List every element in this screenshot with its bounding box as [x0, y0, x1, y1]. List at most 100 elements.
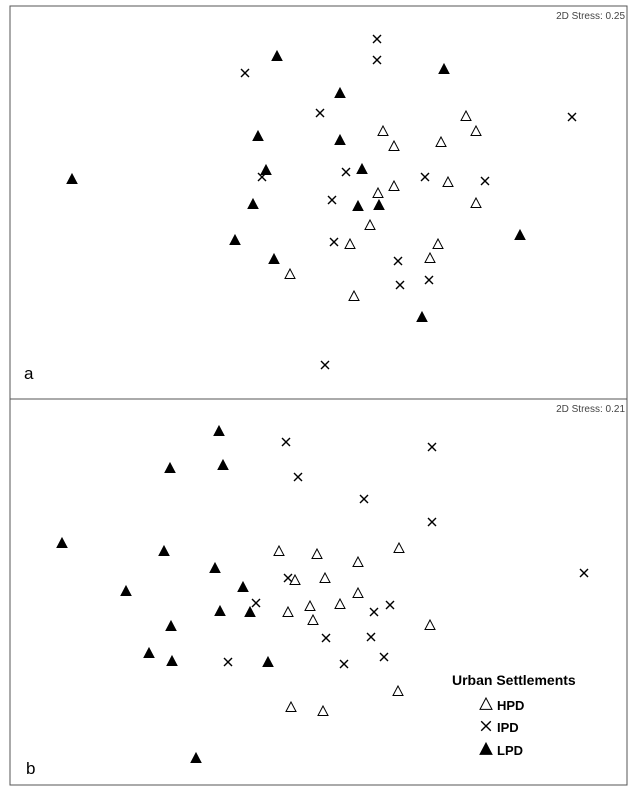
- legend: Urban Settlements HPD IPD LPD: [452, 672, 576, 758]
- point-panel-a-hpd-0: [377, 124, 389, 136]
- point-panel-a-ipd-7: [420, 172, 430, 182]
- point-panel-b-hpd-13: [285, 700, 297, 712]
- point-panel-b-hpd-14: [317, 704, 329, 716]
- point-panel-a-lpd-11: [229, 233, 241, 245]
- point-panel-a-ipd-14: [320, 360, 330, 370]
- panel-b-frame: [9, 398, 628, 786]
- point-panel-a-ipd-12: [424, 275, 434, 285]
- point-panel-a-lpd-1: [438, 62, 450, 74]
- point-panel-b-ipd-13: [339, 659, 349, 669]
- legend-title: Urban Settlements: [452, 672, 576, 688]
- legend-label-hpd: HPD: [497, 698, 524, 713]
- point-panel-b-lpd-3: [56, 536, 68, 548]
- point-panel-a-hpd-8: [470, 196, 482, 208]
- point-panel-b-lpd-4: [158, 544, 170, 556]
- point-panel-b-ipd-10: [321, 633, 331, 643]
- point-panel-a-ipd-3: [315, 108, 325, 118]
- point-panel-b-lpd-7: [120, 584, 132, 596]
- point-panel-a-lpd-10: [373, 198, 385, 210]
- point-panel-b-ipd-1: [427, 442, 437, 452]
- legend-marker-lpd: [479, 741, 493, 755]
- point-panel-b-ipd-9: [369, 607, 379, 617]
- point-panel-b-lpd-12: [166, 654, 178, 666]
- point-panel-a-hpd-4: [435, 135, 447, 147]
- point-panel-a-ipd-5: [341, 167, 351, 177]
- point-panel-b-lpd-0: [213, 424, 225, 436]
- point-panel-a-lpd-6: [356, 162, 368, 174]
- point-panel-a-ipd-8: [480, 176, 490, 186]
- point-panel-b-hpd-2: [311, 547, 323, 559]
- point-panel-a-hpd-5: [388, 179, 400, 191]
- panel-a-frame: [9, 5, 628, 400]
- point-panel-a-ipd-2: [240, 68, 250, 78]
- point-panel-a-ipd-1: [372, 55, 382, 65]
- point-panel-b-hpd-0: [393, 541, 405, 553]
- point-panel-a-ipd-11: [393, 256, 403, 266]
- point-panel-b-hpd-5: [319, 571, 331, 583]
- point-panel-a-hpd-1: [388, 139, 400, 151]
- point-panel-a-ipd-9: [327, 195, 337, 205]
- point-panel-b-ipd-14: [223, 657, 233, 667]
- point-panel-b-ipd-7: [251, 598, 261, 608]
- point-panel-b-ipd-12: [379, 652, 389, 662]
- point-panel-a-hpd-3: [470, 124, 482, 136]
- point-panel-a-lpd-7: [66, 172, 78, 184]
- point-panel-b-lpd-14: [190, 751, 202, 763]
- point-panel-a-hpd-7: [372, 186, 384, 198]
- point-panel-a-lpd-9: [352, 199, 364, 211]
- point-panel-a-hpd-6: [442, 175, 454, 187]
- point-panel-b-hpd-12: [392, 684, 404, 696]
- point-panel-b-hpd-11: [424, 618, 436, 630]
- point-panel-b-ipd-2: [293, 472, 303, 482]
- point-panel-b-hpd-1: [273, 544, 285, 556]
- point-panel-a-hpd-9: [364, 218, 376, 230]
- point-panel-b-lpd-13: [262, 655, 274, 667]
- point-panel-b-hpd-10: [307, 613, 319, 625]
- legend-marker-ipd: [480, 720, 492, 732]
- point-panel-a-ipd-10: [329, 237, 339, 247]
- point-panel-b-ipd-3: [359, 494, 369, 504]
- point-panel-b-ipd-6: [283, 573, 293, 583]
- point-panel-b-ipd-11: [366, 632, 376, 642]
- point-panel-a-hpd-13: [284, 267, 296, 279]
- point-panel-b-lpd-10: [165, 619, 177, 631]
- point-panel-b-hpd-4: [289, 573, 301, 585]
- point-panel-b-lpd-6: [237, 580, 249, 592]
- point-panel-b-hpd-7: [334, 597, 346, 609]
- point-panel-a-lpd-13: [268, 252, 280, 264]
- point-panel-a-ipd-4: [567, 112, 577, 122]
- point-panel-b-hpd-8: [304, 599, 316, 611]
- point-panel-a-hpd-2: [460, 109, 472, 121]
- point-panel-a-lpd-4: [334, 133, 346, 145]
- point-panel-a-hpd-10: [344, 237, 356, 249]
- point-panel-a-hpd-11: [432, 237, 444, 249]
- panel-a-stress-label: 2D Stress: 0.25: [556, 11, 625, 22]
- point-panel-b-lpd-2: [217, 458, 229, 470]
- point-panel-b-lpd-8: [214, 604, 226, 616]
- point-panel-a-hpd-14: [348, 289, 360, 301]
- point-panel-a-lpd-3: [252, 129, 264, 141]
- point-panel-a-lpd-0: [271, 49, 283, 61]
- point-panel-b-hpd-6: [352, 586, 364, 598]
- legend-label-lpd: LPD: [497, 743, 523, 758]
- point-panel-b-lpd-1: [164, 461, 176, 473]
- panel-b-stress-label: 2D Stress: 0.21: [556, 404, 625, 415]
- panel-a-label: a: [24, 364, 34, 383]
- point-panel-a-lpd-2: [334, 86, 346, 98]
- point-panel-a-ipd-0: [372, 34, 382, 44]
- point-panel-b-ipd-0: [281, 437, 291, 447]
- point-panel-a-lpd-12: [514, 228, 526, 240]
- legend-marker-hpd: [479, 696, 493, 710]
- point-panel-a-lpd-5: [260, 163, 272, 175]
- point-panel-a-hpd-12: [424, 251, 436, 263]
- point-panel-b-hpd-9: [282, 605, 294, 617]
- points-layer: [56, 34, 589, 763]
- point-panel-a-ipd-13: [395, 280, 405, 290]
- panel-b-label: b: [26, 759, 35, 778]
- point-panel-b-ipd-8: [385, 600, 395, 610]
- point-panel-a-lpd-8: [247, 197, 259, 209]
- legend-label-ipd: IPD: [497, 720, 519, 735]
- point-panel-a-lpd-14: [416, 310, 428, 322]
- point-panel-b-lpd-11: [143, 646, 155, 658]
